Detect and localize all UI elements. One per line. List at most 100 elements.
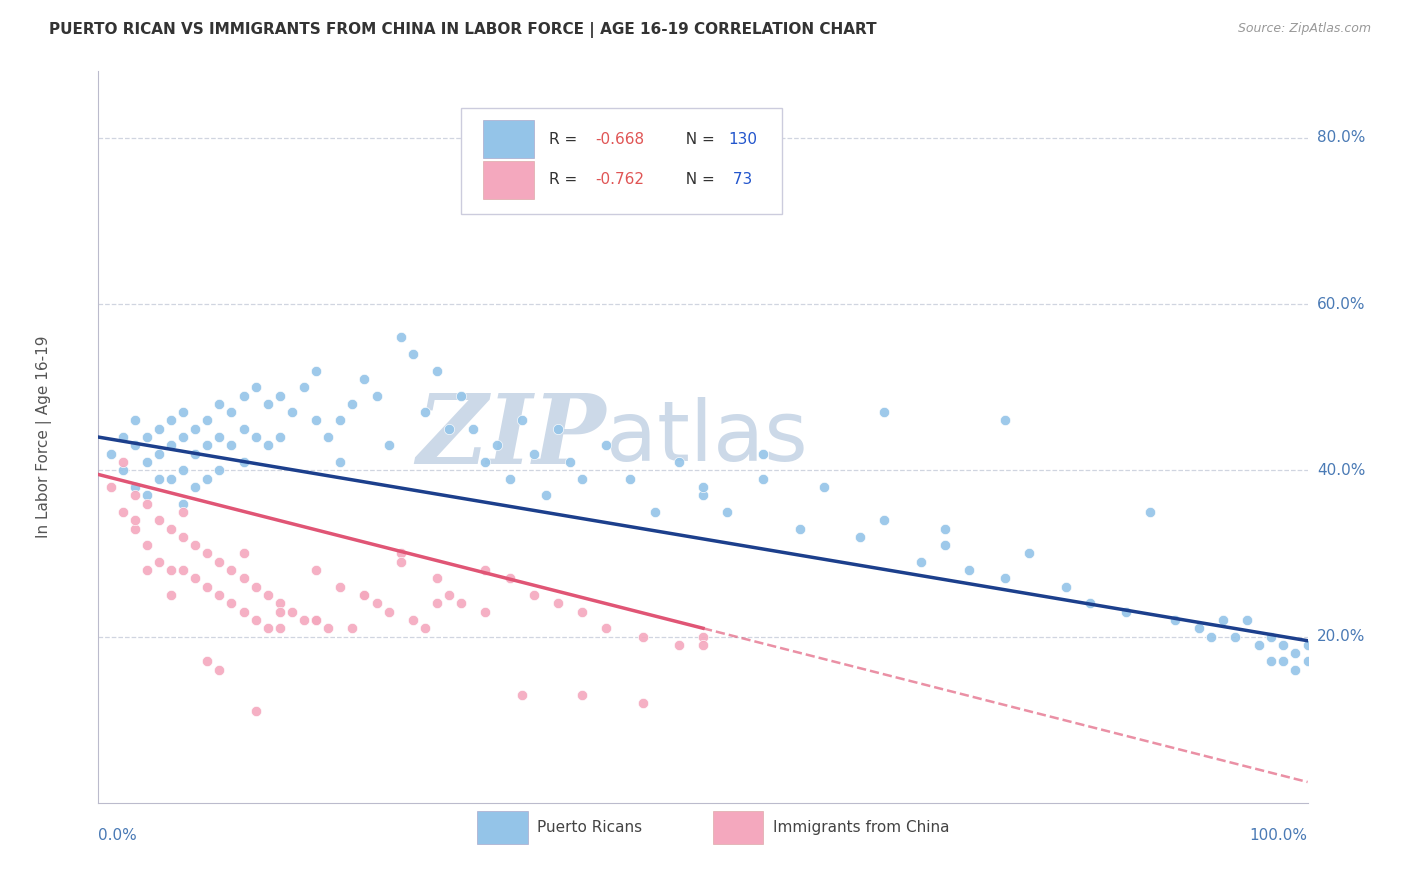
Point [752, 472, 775, 486]
Point [256, 438, 278, 452]
Point [1284, 663, 1306, 677]
Point [631, 696, 654, 710]
Point [1054, 580, 1077, 594]
FancyBboxPatch shape [461, 108, 782, 214]
Point [184, 571, 207, 585]
Point [849, 530, 872, 544]
Point [148, 513, 170, 527]
Point [221, 438, 243, 452]
Text: R =: R = [550, 172, 582, 187]
Point [269, 596, 291, 610]
Point [1018, 546, 1040, 560]
Text: R =: R = [550, 132, 582, 147]
Point [148, 422, 170, 436]
Point [172, 430, 194, 444]
Point [644, 505, 666, 519]
Point [957, 563, 980, 577]
Point [789, 521, 811, 535]
Point [474, 605, 496, 619]
Point [547, 422, 569, 436]
Point [377, 438, 399, 452]
Point [172, 463, 194, 477]
Point [245, 705, 267, 719]
Text: N =: N = [676, 172, 720, 187]
Point [692, 638, 714, 652]
Point [1272, 655, 1295, 669]
Point [1163, 613, 1185, 627]
Point [292, 613, 315, 627]
Point [1188, 621, 1211, 635]
Text: Immigrants from China: Immigrants from China [773, 820, 949, 835]
Point [366, 596, 388, 610]
Text: 80.0%: 80.0% [1317, 130, 1365, 145]
Point [450, 596, 472, 610]
Point [172, 505, 194, 519]
Text: Puerto Ricans: Puerto Ricans [537, 820, 643, 835]
Point [221, 405, 243, 419]
FancyBboxPatch shape [713, 811, 763, 845]
Point [342, 397, 364, 411]
Point [873, 513, 896, 527]
Point [1212, 613, 1234, 627]
Point [124, 480, 146, 494]
Point [208, 663, 231, 677]
Point [124, 521, 146, 535]
Point [353, 588, 375, 602]
Point [172, 563, 194, 577]
Point [232, 571, 254, 585]
Point [208, 588, 231, 602]
Point [353, 372, 375, 386]
Point [1236, 613, 1258, 627]
Point [111, 455, 134, 469]
Point [305, 413, 328, 427]
Point [208, 463, 231, 477]
Point [523, 447, 546, 461]
Text: -0.762: -0.762 [595, 172, 644, 187]
Point [160, 472, 183, 486]
Point [232, 605, 254, 619]
Point [1078, 596, 1101, 610]
Text: 60.0%: 60.0% [1317, 297, 1365, 311]
Point [450, 388, 472, 402]
Point [256, 588, 278, 602]
Point [195, 546, 218, 560]
Point [571, 688, 593, 702]
Point [281, 405, 304, 419]
Point [595, 621, 617, 635]
Point [389, 555, 412, 569]
Point [510, 688, 533, 702]
Point [160, 521, 183, 535]
Point [1284, 646, 1306, 660]
Point [813, 480, 835, 494]
Point [160, 563, 183, 577]
Point [172, 530, 194, 544]
Point [135, 497, 157, 511]
Point [305, 613, 328, 627]
Point [558, 455, 581, 469]
Point [1249, 638, 1271, 652]
Point [281, 605, 304, 619]
Point [111, 463, 134, 477]
Point [221, 596, 243, 610]
Text: atlas: atlas [606, 397, 808, 477]
Point [547, 596, 569, 610]
Point [148, 447, 170, 461]
Text: In Labor Force | Age 16-19: In Labor Force | Age 16-19 [37, 335, 52, 539]
Point [245, 430, 267, 444]
Point [232, 422, 254, 436]
Point [534, 488, 557, 502]
Point [692, 480, 714, 494]
Point [124, 513, 146, 527]
Point [269, 605, 291, 619]
Point [184, 422, 207, 436]
Point [366, 388, 388, 402]
Point [752, 447, 775, 461]
Point [329, 455, 352, 469]
FancyBboxPatch shape [477, 811, 527, 845]
Point [208, 555, 231, 569]
Point [148, 472, 170, 486]
Point [305, 363, 328, 377]
Point [232, 546, 254, 560]
Point [668, 638, 690, 652]
Text: ZIP: ZIP [416, 390, 606, 484]
